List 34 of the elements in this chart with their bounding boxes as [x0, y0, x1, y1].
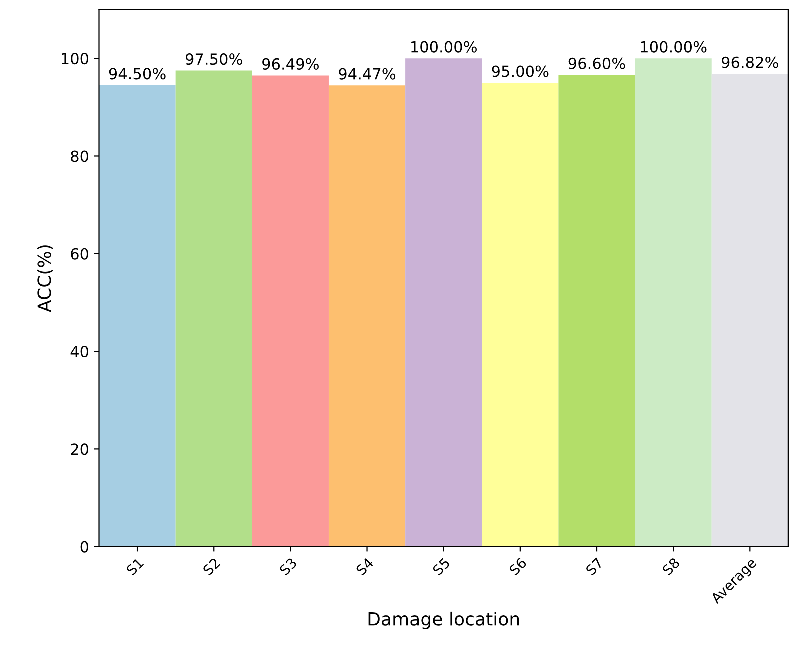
y-tick-label: 60 — [71, 248, 89, 260]
bar — [252, 76, 329, 547]
data-label: 96.82% — [722, 56, 778, 68]
data-label: 94.47% — [339, 68, 396, 80]
data-label: 96.49% — [262, 58, 319, 70]
data-label: 100.00% — [412, 41, 477, 53]
data-label: 97.50% — [186, 54, 242, 66]
y-axis-title: ACC(%) — [37, 246, 54, 312]
bar — [635, 58, 712, 547]
y-tick-label: 80 — [71, 150, 89, 162]
bar — [176, 70, 252, 547]
y-tick-label: 20 — [71, 444, 89, 456]
x-tick-label: S8 — [662, 557, 681, 576]
x-tick-label: S1 — [126, 558, 144, 576]
bar — [712, 74, 788, 547]
bar — [558, 75, 636, 547]
bar — [99, 85, 176, 547]
x-tick-label: S3 — [279, 558, 298, 576]
y-tick-label: 40 — [70, 346, 89, 358]
data-label: 95.00% — [492, 66, 549, 78]
x-tick-label: S6 — [508, 557, 528, 576]
x-tick-label: S7 — [585, 558, 604, 576]
data-label: 94.50% — [109, 68, 166, 80]
y-tick-label: 0 — [80, 541, 89, 553]
bar — [482, 83, 559, 547]
x-axis-title: Damage location — [368, 612, 520, 630]
x-tick-label: S4 — [356, 557, 374, 576]
data-label: 100.00% — [641, 41, 707, 53]
data-label: 96.60% — [568, 58, 626, 70]
y-tick-label: 100 — [62, 53, 89, 65]
x-tick-label: S2 — [202, 558, 221, 576]
x-tick-label: S5 — [432, 558, 451, 576]
bar — [328, 86, 406, 547]
bar — [406, 58, 482, 547]
